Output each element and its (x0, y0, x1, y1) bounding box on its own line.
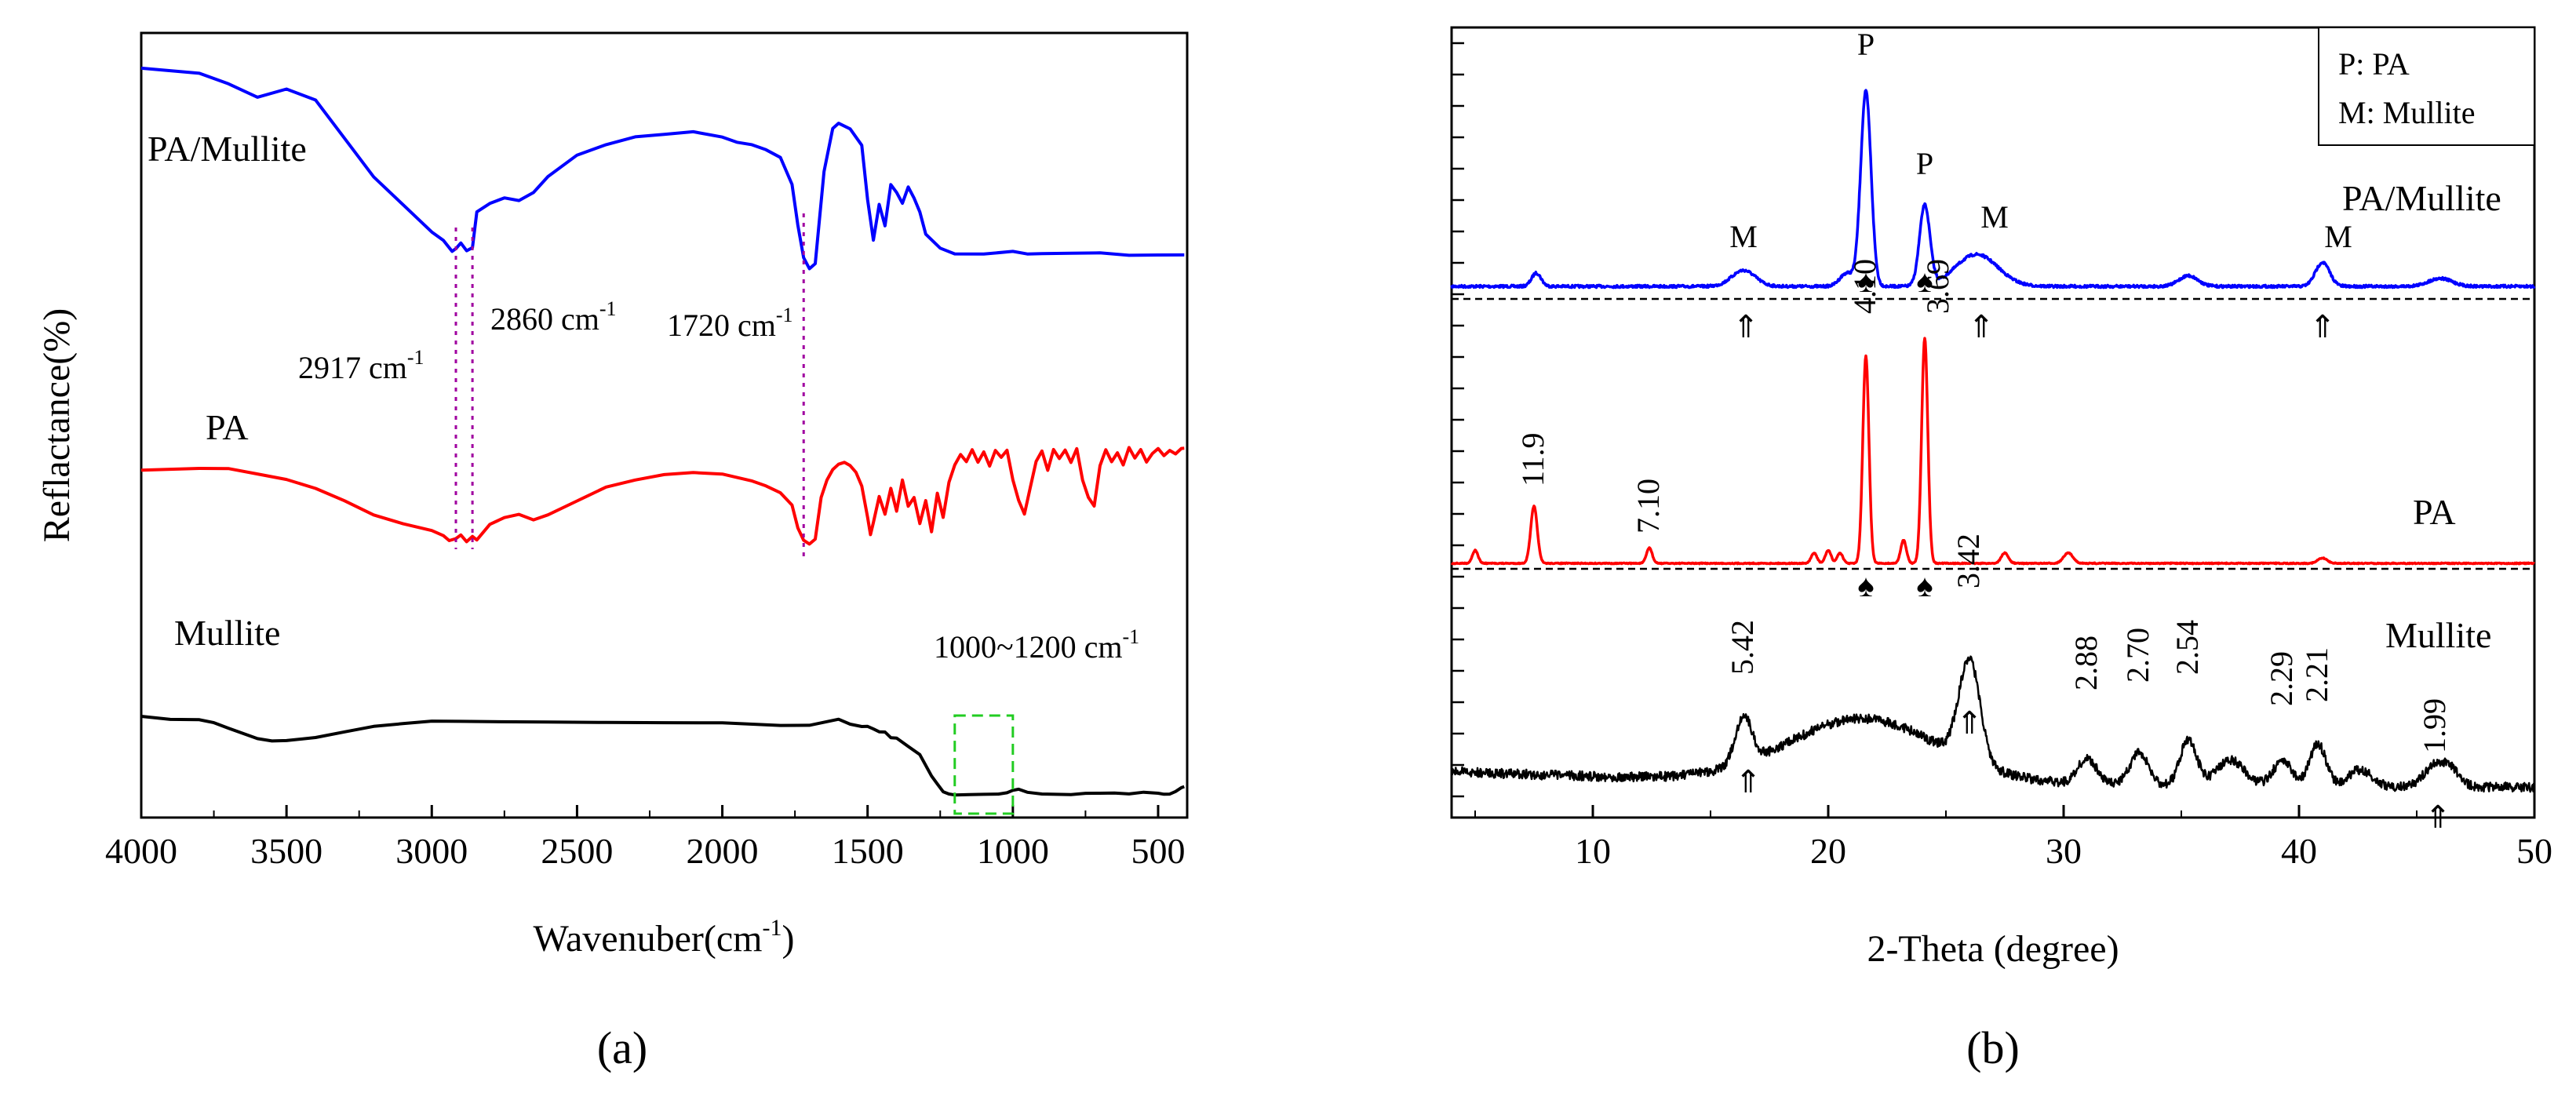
peak-label: M (1729, 219, 1758, 254)
panel-a-series-label: Mullite (174, 613, 280, 653)
peak-d-spacing-label: 3.42 (1951, 534, 1986, 588)
peak-d-spacing-label: 5.42 (1725, 620, 1760, 675)
panel-a-x-tick-label: 2500 (541, 831, 613, 871)
panel-b-x-tick-label: 10 (1575, 831, 1611, 871)
mullite-arrow-marker: ⇑ (1968, 309, 1995, 344)
peak-d-spacing-label: 7.10 (1630, 479, 1666, 534)
series-line-mullite (140, 715, 1185, 797)
panel-a-annotation: 2860 cm-1 (490, 297, 617, 337)
panel-a-annotation: 2917 cm-1 (298, 346, 424, 385)
panel-a-x-ticks: 4000 3500 3000 2500 2000 1500 1000 500 (105, 805, 1185, 871)
peak-label: M (1980, 199, 2009, 235)
panel-a-x-tick-label: 4000 (105, 831, 177, 871)
panel-a-x-tick-label: 500 (1131, 831, 1185, 871)
panel-b-series-label: PA (2413, 492, 2456, 532)
pa-spade-marker: ♠ (1916, 264, 1933, 299)
series-line-pa (1450, 337, 2535, 566)
panel-a-label: (a) (597, 1022, 647, 1073)
panel-a-x-tick-label: 2000 (687, 831, 759, 871)
mullite-arrow-marker: ⇑ (2425, 800, 2451, 835)
peak-d-spacing-label: 2.54 (2170, 620, 2205, 675)
panel-b-x-tick-label: 40 (2281, 831, 2317, 871)
peak-label: M (2324, 219, 2352, 254)
panel-b-label: (b) (1966, 1022, 2020, 1073)
mullite-arrow-marker: ⇑ (1735, 764, 1762, 800)
panel-b-plot-frame (1450, 26, 2536, 819)
legend-entry-mullite: M: Mullite (2338, 95, 2475, 130)
panel-a-ftir: 4000 3500 3000 2500 2000 1500 1000 500 PA/Mulli… (36, 31, 1189, 1073)
mullite-arrow-marker: ⇑ (1733, 309, 1759, 344)
panel-b-x-tick-label: 50 (2516, 831, 2552, 871)
panel-b-x-tick-label: 20 (1810, 831, 1846, 871)
panel-a-x-tick-label: 3500 (250, 831, 322, 871)
peak-d-spacing-label: 1.99 (2417, 698, 2452, 753)
panel-a-x-tick-label: 3000 (395, 831, 468, 871)
peak-d-spacing-label: 2.21 (2299, 647, 2334, 702)
panel-a-x-axis-title: Wavenuber(cm-1) (534, 915, 795, 960)
legend-entry-pa: P: PA (2338, 46, 2410, 82)
panel-a-series-label: PA/Mullite (148, 129, 307, 169)
panel-a-series (140, 66, 1185, 797)
peak-d-spacing-label: 2.70 (2120, 628, 2155, 683)
series-line-pa-mullite (1450, 89, 2536, 290)
panel-a-highlight-box (953, 714, 1015, 815)
panel-a-annotations: PA/Mullite PA Mullite 2917 cm-1 2860 cm-1 172… (148, 129, 1139, 815)
panel-b-y-ticks (1452, 42, 1464, 798)
panel-a-plot-frame (140, 31, 1189, 819)
panel-a-x-tick-label: 1500 (832, 831, 904, 871)
panel-a-x-tick-label: 1000 (977, 831, 1049, 871)
panel-a-series-label: PA (206, 407, 249, 447)
series-line-mullite (1450, 655, 2536, 793)
panel-b-x-ticks: 10 20 30 40 50 (1474, 805, 2552, 871)
pa-spade-marker: ♠ (1857, 568, 1874, 603)
panel-a-y-axis-title: Reflactance(%) (36, 308, 78, 542)
peak-label: P (1916, 146, 1933, 181)
peak-d-spacing-label: 2.29 (2264, 651, 2299, 706)
panel-b-series (1450, 89, 2536, 793)
mullite-arrow-marker: ⇑ (1956, 705, 1983, 741)
panel-b-xrd: 10 20 30 40 50 PA/Mullite PA Mullite P P M M M 11.9 7… (1450, 26, 2552, 1073)
panel-b-annotations: PA/Mullite PA Mullite P P M M M 11.9 7.10 4.10 3.69… (1515, 27, 2501, 835)
panel-a-annotation: 1720 cm-1 (667, 304, 793, 343)
peak-d-spacing-label: 11.9 (1515, 432, 1550, 486)
peak-d-spacing-label: 4.10 (1847, 259, 1882, 314)
panel-a-annotation: 1000~1200 cm-1 (934, 625, 1139, 665)
series-line-pa (140, 446, 1185, 546)
series-line-pa-mullite (140, 66, 1185, 271)
panel-b-x-tick-label: 30 (2046, 831, 2082, 871)
mullite-arrow-marker: ⇑ (2309, 309, 2336, 344)
peak-d-spacing-label: 2.88 (2068, 636, 2104, 690)
panel-b-series-label: Mullite (2385, 615, 2491, 655)
peak-d-spacing-label: 3.69 (1920, 259, 1955, 314)
legend-box (2318, 27, 2535, 146)
pa-spade-marker: ♠ (1857, 264, 1874, 299)
legend: P: PA M: Mullite (2318, 27, 2535, 146)
peak-label: P (1857, 27, 1875, 62)
panel-b-series-label: PA/Mullite (2342, 178, 2501, 218)
pa-spade-marker: ♠ (1916, 568, 1933, 603)
panel-b-x-axis-title: 2-Theta (degree) (1867, 928, 2119, 970)
